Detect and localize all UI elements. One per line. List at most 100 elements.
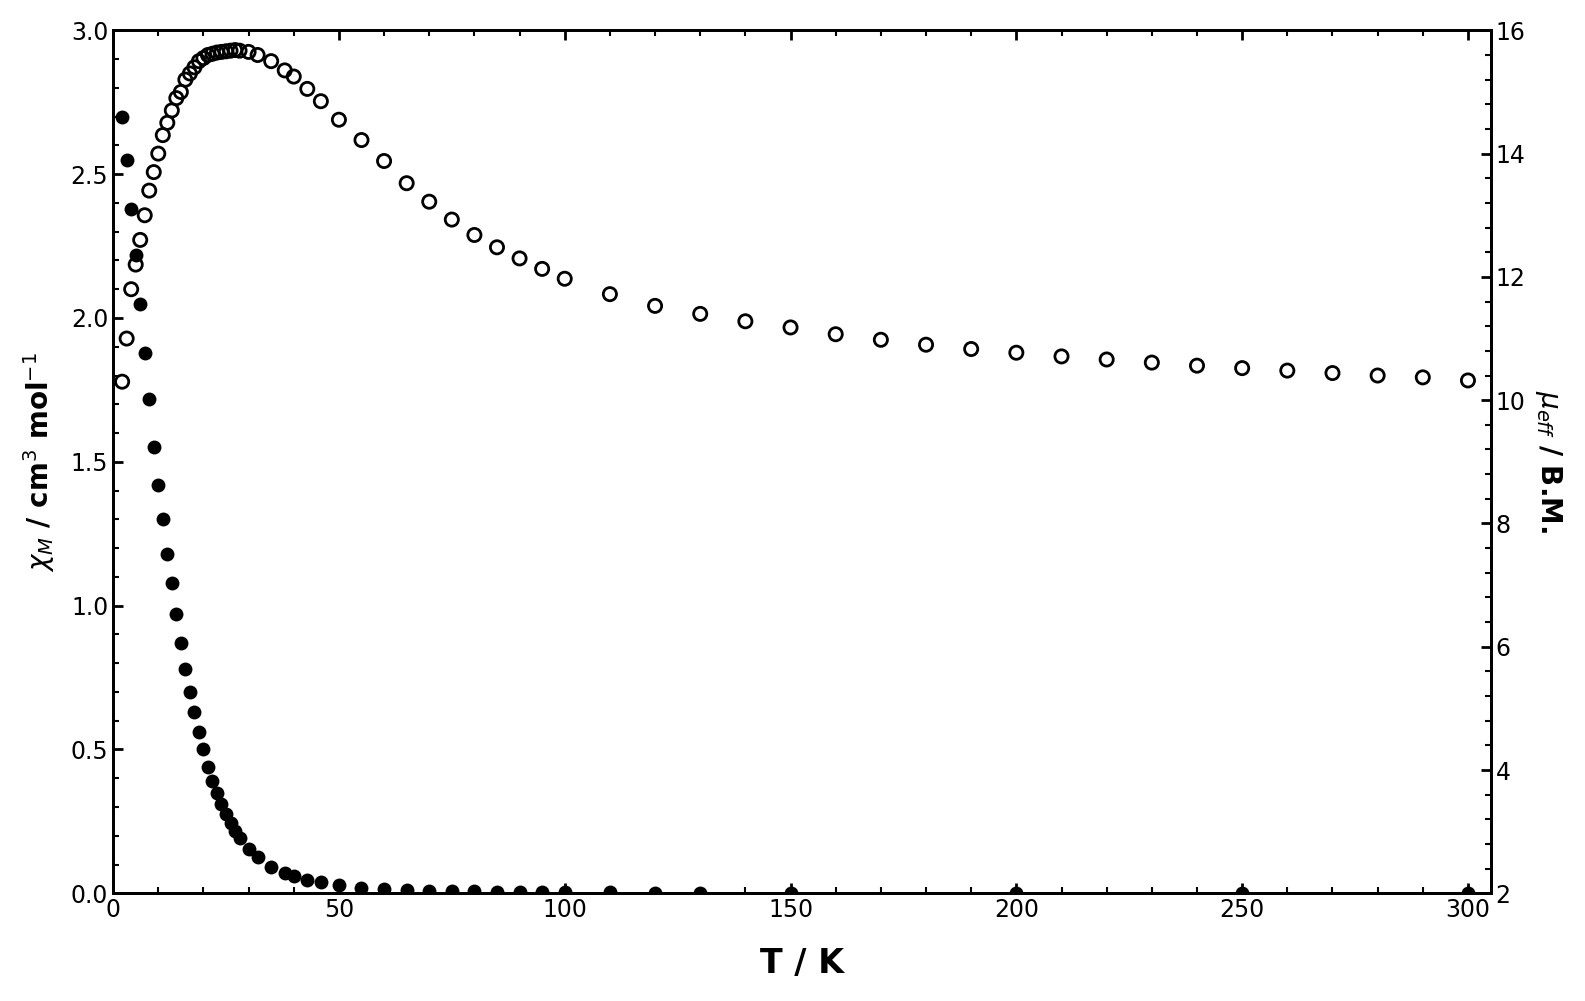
Point: [109, 373, 135, 389]
Point: [214, 806, 239, 822]
Point: [182, 59, 208, 75]
Point: [119, 281, 144, 297]
Point: [273, 865, 298, 881]
Point: [642, 298, 667, 314]
Point: [136, 182, 162, 198]
Point: [1003, 885, 1029, 901]
Point: [417, 193, 442, 209]
Point: [507, 250, 533, 266]
Point: [1230, 360, 1255, 376]
Point: [204, 785, 230, 801]
Point: [141, 164, 166, 180]
Point: [869, 331, 894, 347]
Point: [124, 256, 149, 272]
Point: [1184, 357, 1209, 373]
Point: [178, 65, 203, 81]
Point: [371, 153, 396, 169]
Point: [236, 841, 262, 857]
Point: [136, 390, 162, 406]
Point: [168, 84, 193, 100]
Point: [182, 704, 208, 720]
Point: [185, 53, 211, 69]
Point: [1365, 367, 1390, 383]
Point: [114, 330, 139, 346]
Point: [155, 115, 181, 131]
Y-axis label: $\mu_{eff}$ / B.M.: $\mu_{eff}$ / B.M.: [1533, 390, 1564, 534]
Point: [141, 439, 166, 455]
Point: [151, 512, 176, 528]
Point: [688, 306, 713, 322]
Point: [119, 200, 144, 216]
Point: [146, 145, 171, 161]
Point: [281, 868, 306, 884]
Point: [1455, 885, 1480, 901]
Point: [246, 849, 271, 865]
Point: [778, 319, 804, 335]
Point: [1455, 372, 1480, 388]
Point: [190, 742, 216, 758]
Point: [258, 859, 284, 875]
Point: [327, 112, 352, 128]
Point: [168, 635, 193, 651]
Point: [195, 759, 220, 775]
Point: [273, 62, 298, 78]
Point: [307, 93, 333, 109]
Point: [173, 661, 198, 677]
Point: [598, 885, 623, 901]
Point: [173, 72, 198, 88]
Point: [127, 295, 152, 311]
Point: [598, 286, 623, 302]
Y-axis label: $\chi_M$ / cm$^3$ mol$^{-1}$: $\chi_M$ / cm$^3$ mol$^{-1}$: [21, 352, 57, 572]
Point: [349, 132, 374, 148]
Point: [246, 47, 271, 63]
Point: [1230, 885, 1255, 901]
Point: [461, 883, 487, 899]
Point: [552, 270, 577, 286]
Point: [485, 239, 510, 255]
Point: [461, 227, 487, 243]
Point: [185, 724, 211, 740]
Point: [1140, 354, 1165, 370]
Point: [200, 773, 225, 789]
Point: [295, 81, 320, 97]
Point: [1003, 344, 1029, 360]
Point: [146, 476, 171, 492]
Point: [417, 883, 442, 899]
Point: [178, 684, 203, 700]
Point: [371, 881, 396, 897]
Point: [222, 42, 247, 58]
Point: [109, 109, 135, 125]
Point: [236, 44, 262, 60]
X-axis label: T / K: T / K: [759, 947, 843, 980]
Point: [349, 880, 374, 896]
Point: [258, 53, 284, 69]
Point: [959, 341, 984, 357]
Point: [307, 874, 333, 890]
Point: [214, 43, 239, 59]
Point: [132, 207, 157, 223]
Point: [778, 885, 804, 901]
Point: [295, 872, 320, 888]
Point: [163, 607, 189, 623]
Point: [151, 127, 176, 143]
Point: [395, 175, 420, 191]
Point: [552, 884, 577, 900]
Point: [127, 232, 152, 248]
Point: [529, 261, 555, 277]
Point: [217, 43, 243, 59]
Point: [227, 830, 252, 846]
Point: [529, 884, 555, 900]
Point: [200, 46, 225, 62]
Point: [209, 796, 235, 812]
Point: [439, 883, 464, 899]
Point: [439, 211, 464, 227]
Point: [1094, 351, 1119, 367]
Point: [507, 884, 533, 900]
Point: [1049, 348, 1075, 364]
Point: [642, 885, 667, 901]
Point: [195, 47, 220, 63]
Point: [913, 336, 938, 352]
Point: [158, 575, 184, 591]
Point: [688, 885, 713, 901]
Point: [209, 44, 235, 60]
